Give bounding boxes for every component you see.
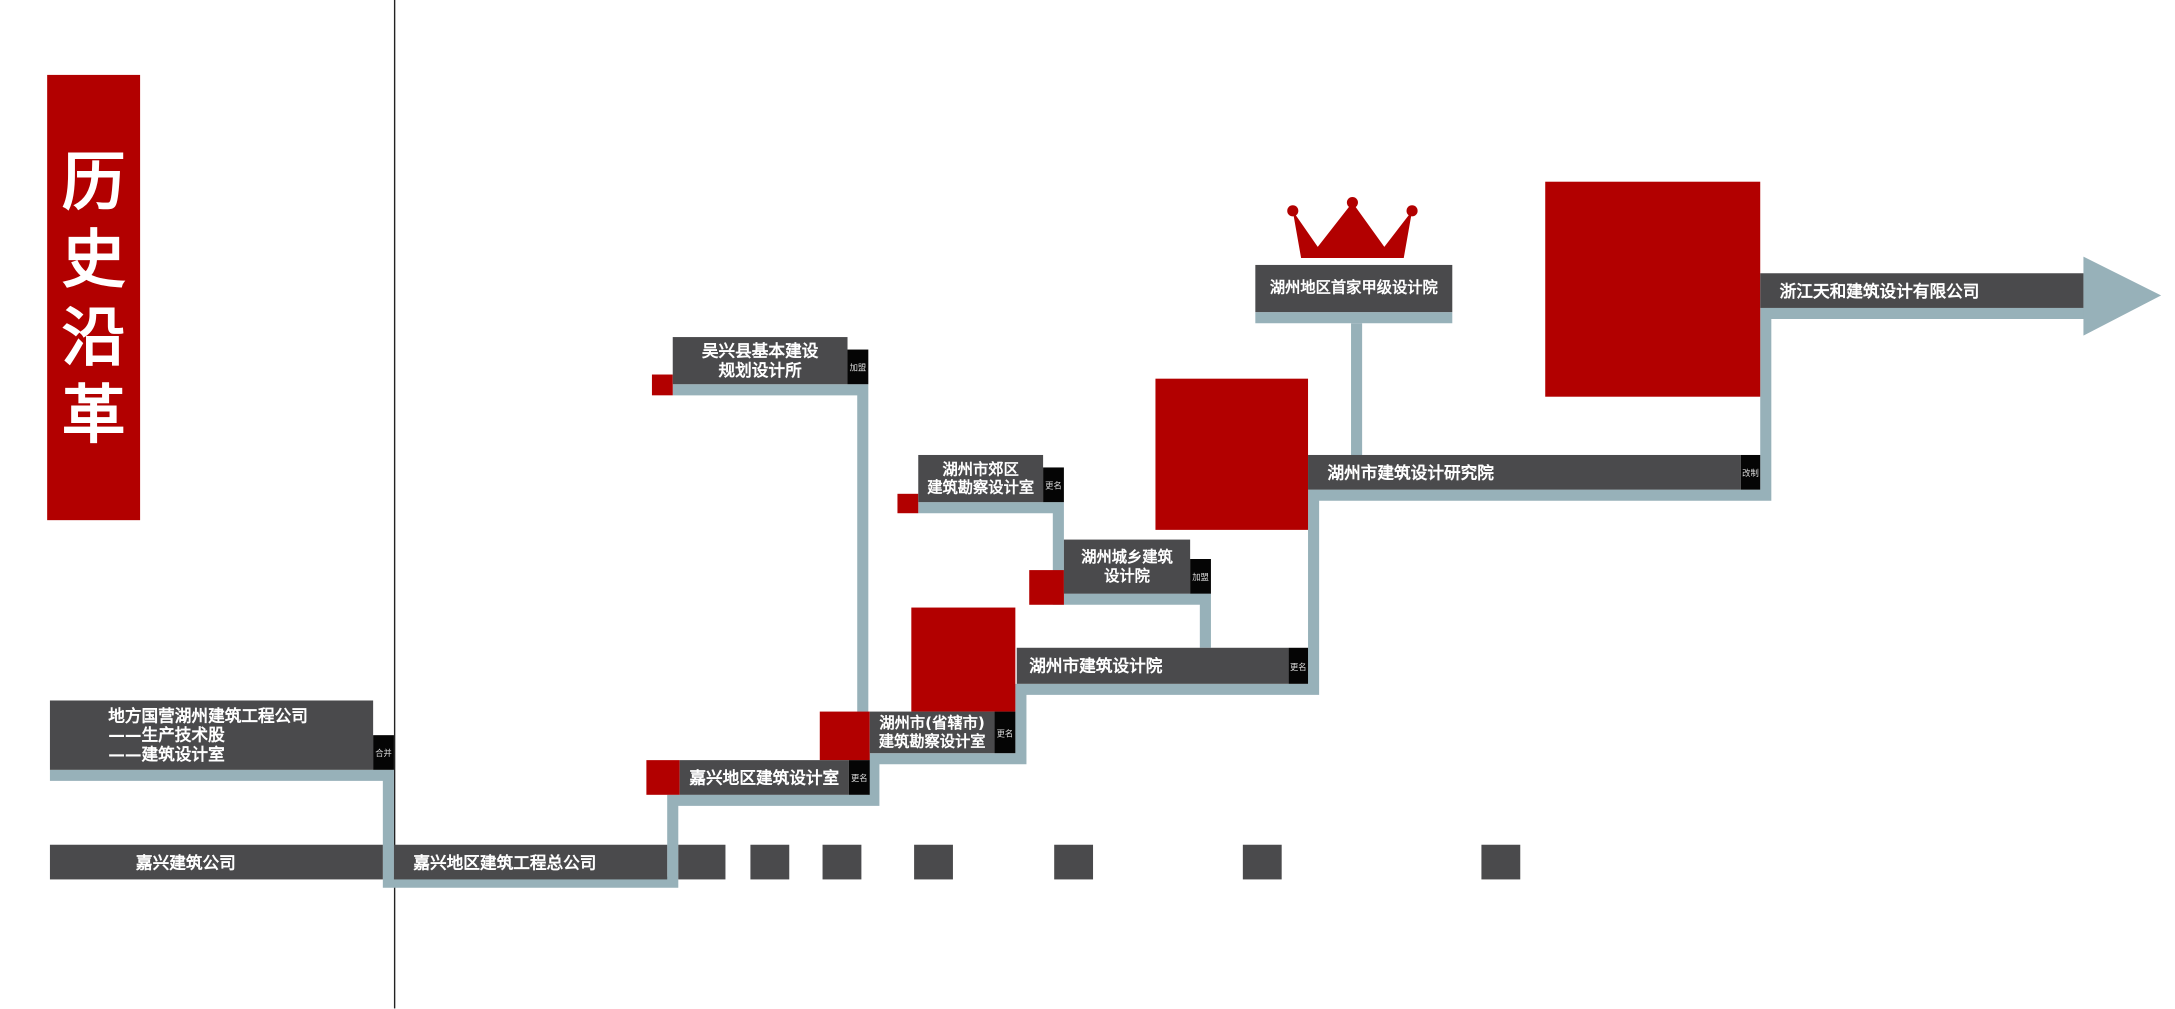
timeline-block: [1242, 844, 1282, 880]
tag-restructure: 改制: [1740, 454, 1761, 490]
node-huzhou-suburb: 湖州市郊区 建筑勘察设计室: [918, 454, 1044, 503]
red-marker: [819, 711, 870, 761]
timeline-block: [750, 844, 790, 880]
node-label: 设计院: [1104, 566, 1150, 585]
timeline-block: [1054, 844, 1094, 880]
node-huzhou-urban-rural: 湖州城乡建筑 设计院: [1063, 539, 1191, 594]
title-char: 历: [61, 143, 126, 219]
red-marker: [651, 374, 673, 396]
red-marker: [646, 760, 680, 795]
node-label: 地方国营湖州建筑工程公司: [108, 706, 308, 726]
tag-join: 加盟: [847, 349, 869, 385]
red-marker: [1155, 378, 1309, 530]
red-marker: [911, 607, 1016, 712]
node-difang: 地方国营湖州建筑工程公司 ——生产技术股 ——建筑设计室: [49, 700, 374, 770]
node-huzhou-design-institute: 湖州市建筑设计院: [1016, 647, 1289, 684]
node-label: ——生产技术股: [108, 725, 225, 745]
node-jiaxing-design-room: 嘉兴地区建筑设计室: [679, 760, 849, 795]
timeline-block: [914, 844, 953, 880]
node-label: ——建筑设计室: [108, 744, 225, 765]
arrow-right-icon: [2083, 256, 2162, 336]
node-wuxing: 吴兴县基本建设 规划设计所: [672, 337, 848, 385]
timeline-block: [1481, 844, 1521, 880]
tag-rename: 更名: [848, 760, 870, 795]
node-label: 湖州市郊区: [942, 460, 1019, 479]
tag-rename: 更名: [994, 711, 1016, 754]
node-label: 建筑勘察设计室: [878, 732, 986, 751]
tag-join: 加盟: [1190, 559, 1211, 594]
tag-rename: 更名: [1288, 647, 1309, 684]
timeline-block: [678, 844, 726, 880]
title-char: 史: [61, 221, 126, 297]
node-label: 吴兴县基本建设: [701, 341, 819, 361]
red-marker: [1545, 181, 1761, 397]
node-jiaxing-company: 嘉兴建筑公司: [49, 844, 383, 880]
node-label: 湖州城乡建筑: [1081, 547, 1173, 566]
node-label: 建筑勘察设计室: [927, 478, 1035, 497]
node-label: 规划设计所: [718, 360, 802, 381]
title-char: 革: [61, 376, 126, 452]
node-label: 湖州市(省辖市): [879, 714, 985, 733]
node-first-class: 湖州地区首家甲级设计院: [1255, 264, 1453, 313]
tag-rename: 更名: [1043, 467, 1064, 503]
red-marker: [897, 493, 919, 514]
path-main: [49, 307, 2085, 888]
title-char: 沿: [61, 298, 126, 374]
path-wuxing: [672, 384, 869, 759]
node-tianhe: 浙江天和建筑设计有限公司: [1760, 273, 2084, 308]
divider-line: [393, 0, 396, 1009]
timeline-block: [822, 844, 862, 880]
page-title: 历 史 沿 革: [47, 74, 141, 521]
tag-merge: 合并: [373, 735, 394, 770]
node-huzhou-research-institute: 湖州市建筑设计研究院: [1308, 454, 1741, 490]
crown-icon: [1287, 196, 1418, 259]
node-jiaxing-general: 嘉兴地区建筑工程总公司: [393, 844, 668, 880]
node-huzhou-provincial: 湖州市(省辖市) 建筑勘察设计室: [869, 711, 995, 754]
red-marker: [1029, 570, 1064, 605]
